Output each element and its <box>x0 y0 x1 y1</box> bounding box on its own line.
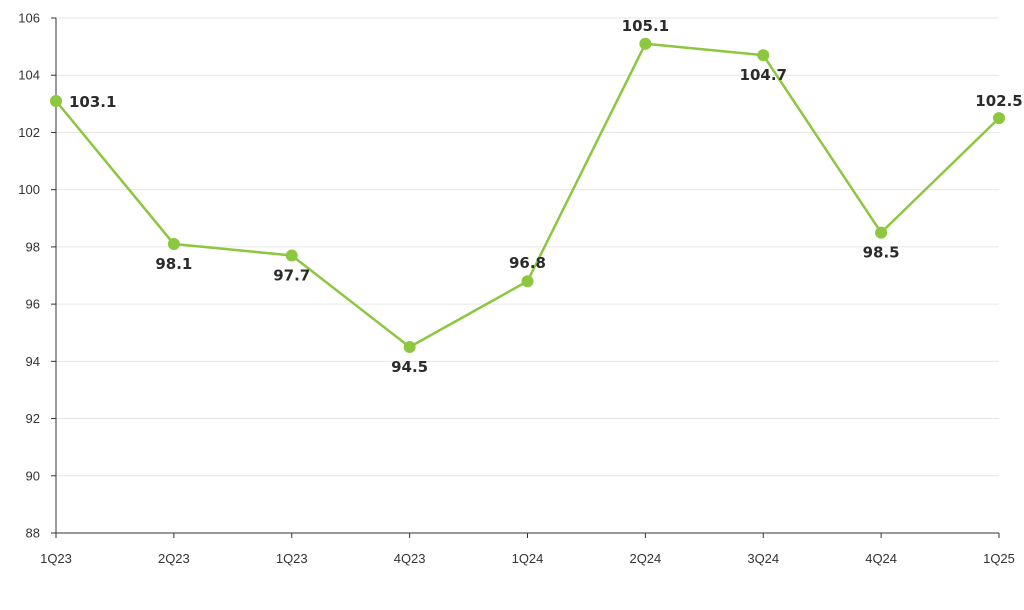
y-tick-label: 104 <box>18 68 40 83</box>
data-label: 102.5 <box>975 92 1022 110</box>
x-tick-label: 1Q24 <box>512 551 544 566</box>
data-point <box>639 37 652 50</box>
data-point <box>167 238 180 251</box>
y-tick-label: 88 <box>26 526 40 541</box>
data-label: 98.1 <box>155 255 192 273</box>
data-label: 98.5 <box>863 244 900 262</box>
y-tick-label: 102 <box>18 125 40 140</box>
y-tick-label: 92 <box>26 411 40 426</box>
data-point <box>285 249 298 262</box>
data-label: 96.8 <box>509 254 546 272</box>
x-tick-label: 4Q24 <box>865 551 897 566</box>
x-tick-label: 1Q23 <box>276 551 308 566</box>
y-tick-label: 100 <box>18 182 40 197</box>
data-point <box>875 226 888 239</box>
x-tick-label: 1Q25 <box>983 551 1015 566</box>
x-tick-label: 3Q24 <box>747 551 779 566</box>
x-tick-label: 1Q23 <box>40 551 72 566</box>
x-tick-label: 2Q24 <box>629 551 661 566</box>
data-point <box>993 112 1005 125</box>
y-tick-label: 90 <box>26 468 40 483</box>
x-tick-label: 4Q23 <box>394 551 426 566</box>
x-tick-label: 2Q23 <box>158 551 190 566</box>
y-tick-label: 106 <box>18 11 40 26</box>
data-label: 97.7 <box>273 266 310 284</box>
y-tick-label: 96 <box>26 297 40 312</box>
data-label: 105.1 <box>622 17 669 35</box>
data-labels: 103.1 98.1 97.7 94.5 96.8 105.1 104.7 98.5 102.5 <box>69 17 1023 376</box>
data-point <box>50 94 62 107</box>
series <box>50 37 1005 354</box>
x-axis-ticks: 1Q23 2Q23 1Q23 4Q23 1Q24 2Q24 3Q24 4Q24 1Q25 <box>40 551 1015 566</box>
data-label: 103.1 <box>69 93 116 111</box>
data-label: 104.7 <box>740 66 787 84</box>
y-axis-ticks: 88 90 92 94 96 98 100 102 104 106 <box>18 11 40 541</box>
data-point <box>403 341 416 354</box>
data-label: 94.5 <box>391 358 428 376</box>
data-point <box>757 49 770 62</box>
y-tick-label: 98 <box>26 239 40 254</box>
data-point <box>521 275 534 288</box>
y-tick-label: 94 <box>26 354 40 369</box>
series-line <box>55 42 1000 349</box>
